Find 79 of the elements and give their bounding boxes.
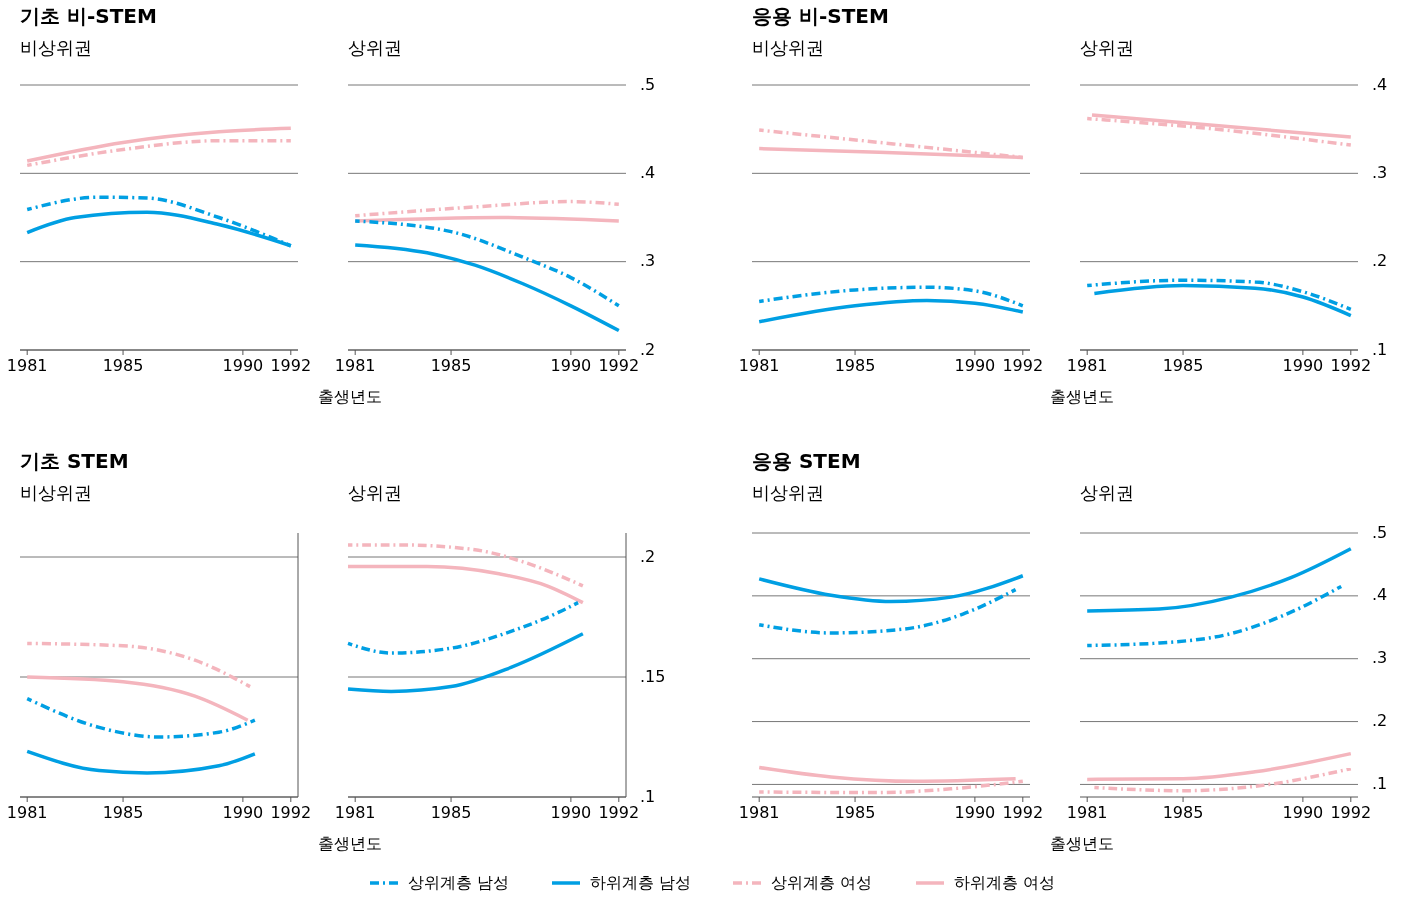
y-tick-label: .2	[640, 546, 656, 566]
chart-subtitle: 비상위권	[20, 37, 92, 58]
y-tick-label: .4	[1372, 74, 1388, 94]
y-tick-label: .3	[1372, 162, 1388, 182]
line-series	[1085, 751, 1353, 782]
line-series	[1092, 766, 1353, 793]
chart-subtitle: 상위권	[348, 37, 402, 58]
y-tick-label: .1	[1372, 339, 1388, 359]
y-tick-label: .2	[1372, 251, 1388, 271]
legend-label: 상위계층 남성	[408, 872, 510, 892]
chart-title: 응용 비-STEM	[752, 3, 889, 28]
x-tick-label: 1985	[1162, 802, 1204, 822]
line-series	[1085, 546, 1353, 613]
x-tick-label: 1981	[334, 355, 376, 375]
x-tick-label: 1990	[1282, 355, 1324, 375]
y-tick-label: .3	[640, 251, 656, 271]
x-tick-label: 1985	[102, 802, 144, 822]
legend-label: 하위계층 남성	[590, 872, 692, 892]
x-tick-label: 1990	[550, 355, 592, 375]
chart-subtitle: 비상위권	[752, 482, 824, 503]
x-tick-label: 1992	[1002, 802, 1044, 822]
x-axis-title: 출생년도	[318, 386, 382, 406]
x-tick-label: 1981	[1066, 355, 1108, 375]
line-series	[353, 219, 621, 308]
y-tick-label: .1	[640, 786, 656, 806]
x-tick-label: 1981	[334, 802, 376, 822]
x-axis-title: 출생년도	[1050, 386, 1114, 406]
x-tick-label: 1992	[1002, 355, 1044, 375]
y-tick-label: .4	[640, 162, 656, 182]
y-tick-label: .15	[640, 666, 666, 686]
x-tick-label: 1985	[1162, 355, 1204, 375]
x-tick-label: 1985	[834, 802, 876, 822]
chart-subtitle: 상위권	[1080, 482, 1134, 503]
x-axis-title: 출생년도	[318, 833, 382, 853]
y-tick-label: .2	[1372, 711, 1388, 731]
x-tick-label: 1992	[1330, 802, 1372, 822]
x-tick-label: 1990	[954, 355, 996, 375]
chart-subtitle: 비상위권	[20, 482, 92, 503]
line-series	[346, 600, 580, 655]
x-tick-label: 1981	[1066, 802, 1108, 822]
y-tick-label: .5	[1372, 522, 1388, 542]
line-series	[346, 632, 585, 694]
y-tick-label: .4	[1372, 585, 1388, 605]
line-series	[346, 543, 585, 588]
x-tick-label: 1990	[222, 355, 264, 375]
x-tick-label: 1990	[1282, 802, 1324, 822]
x-tick-label: 1981	[6, 355, 48, 375]
x-tick-label: 1992	[1330, 355, 1372, 375]
y-tick-label: .5	[640, 74, 656, 94]
x-tick-label: 1992	[270, 802, 312, 822]
x-tick-label: 1985	[102, 355, 144, 375]
x-axis-title: 출생년도	[1050, 833, 1114, 853]
legend-label: 상위계층 여성	[771, 872, 873, 892]
chart-title: 기초 비-STEM	[20, 3, 157, 28]
x-tick-label: 1992	[598, 355, 640, 375]
x-tick-label: 1981	[6, 802, 48, 822]
y-tick-label: .1	[1372, 773, 1388, 793]
x-tick-label: 1990	[550, 802, 592, 822]
x-tick-label: 1992	[598, 802, 640, 822]
line-series	[353, 243, 621, 333]
x-tick-label: 1992	[270, 355, 312, 375]
line-series	[1085, 584, 1343, 648]
line-series	[353, 199, 621, 218]
x-tick-label: 1990	[954, 802, 996, 822]
chart-title: 기초 STEM	[20, 448, 129, 473]
x-tick-label: 1985	[430, 355, 472, 375]
y-tick-label: .2	[640, 339, 656, 359]
line-series	[346, 564, 585, 605]
chart-title: 응용 STEM	[752, 448, 861, 473]
x-tick-label: 1990	[222, 802, 264, 822]
chart-subtitle: 상위권	[1080, 37, 1134, 58]
x-tick-label: 1985	[430, 802, 472, 822]
x-tick-label: 1981	[738, 802, 780, 822]
x-tick-label: 1985	[834, 355, 876, 375]
chart-subtitle: 상위권	[348, 482, 402, 503]
chart-subtitle: 비상위권	[752, 37, 824, 58]
legend-label: 하위계층 여성	[954, 872, 1056, 892]
y-tick-label: .3	[1372, 648, 1388, 668]
x-tick-label: 1981	[738, 355, 780, 375]
